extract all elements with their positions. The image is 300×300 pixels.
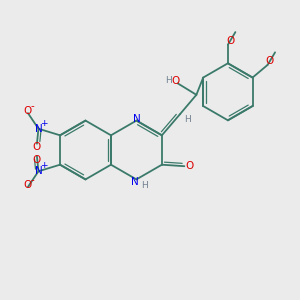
Text: +: + xyxy=(40,119,48,128)
Text: H: H xyxy=(165,76,172,85)
Text: -: - xyxy=(31,101,34,112)
Text: H: H xyxy=(141,182,148,190)
Text: -: - xyxy=(31,175,34,185)
Text: O: O xyxy=(33,155,41,165)
Text: O: O xyxy=(33,142,41,152)
Text: N: N xyxy=(131,177,139,187)
Text: O: O xyxy=(24,179,32,190)
Text: O: O xyxy=(186,160,194,171)
Text: O: O xyxy=(24,106,32,116)
Text: O: O xyxy=(226,35,234,46)
Text: +: + xyxy=(40,161,48,170)
Text: O: O xyxy=(266,56,274,66)
Text: O: O xyxy=(172,76,180,86)
Text: N: N xyxy=(34,166,42,176)
Text: N: N xyxy=(133,114,141,124)
Text: H: H xyxy=(184,115,191,124)
Text: N: N xyxy=(34,124,42,134)
